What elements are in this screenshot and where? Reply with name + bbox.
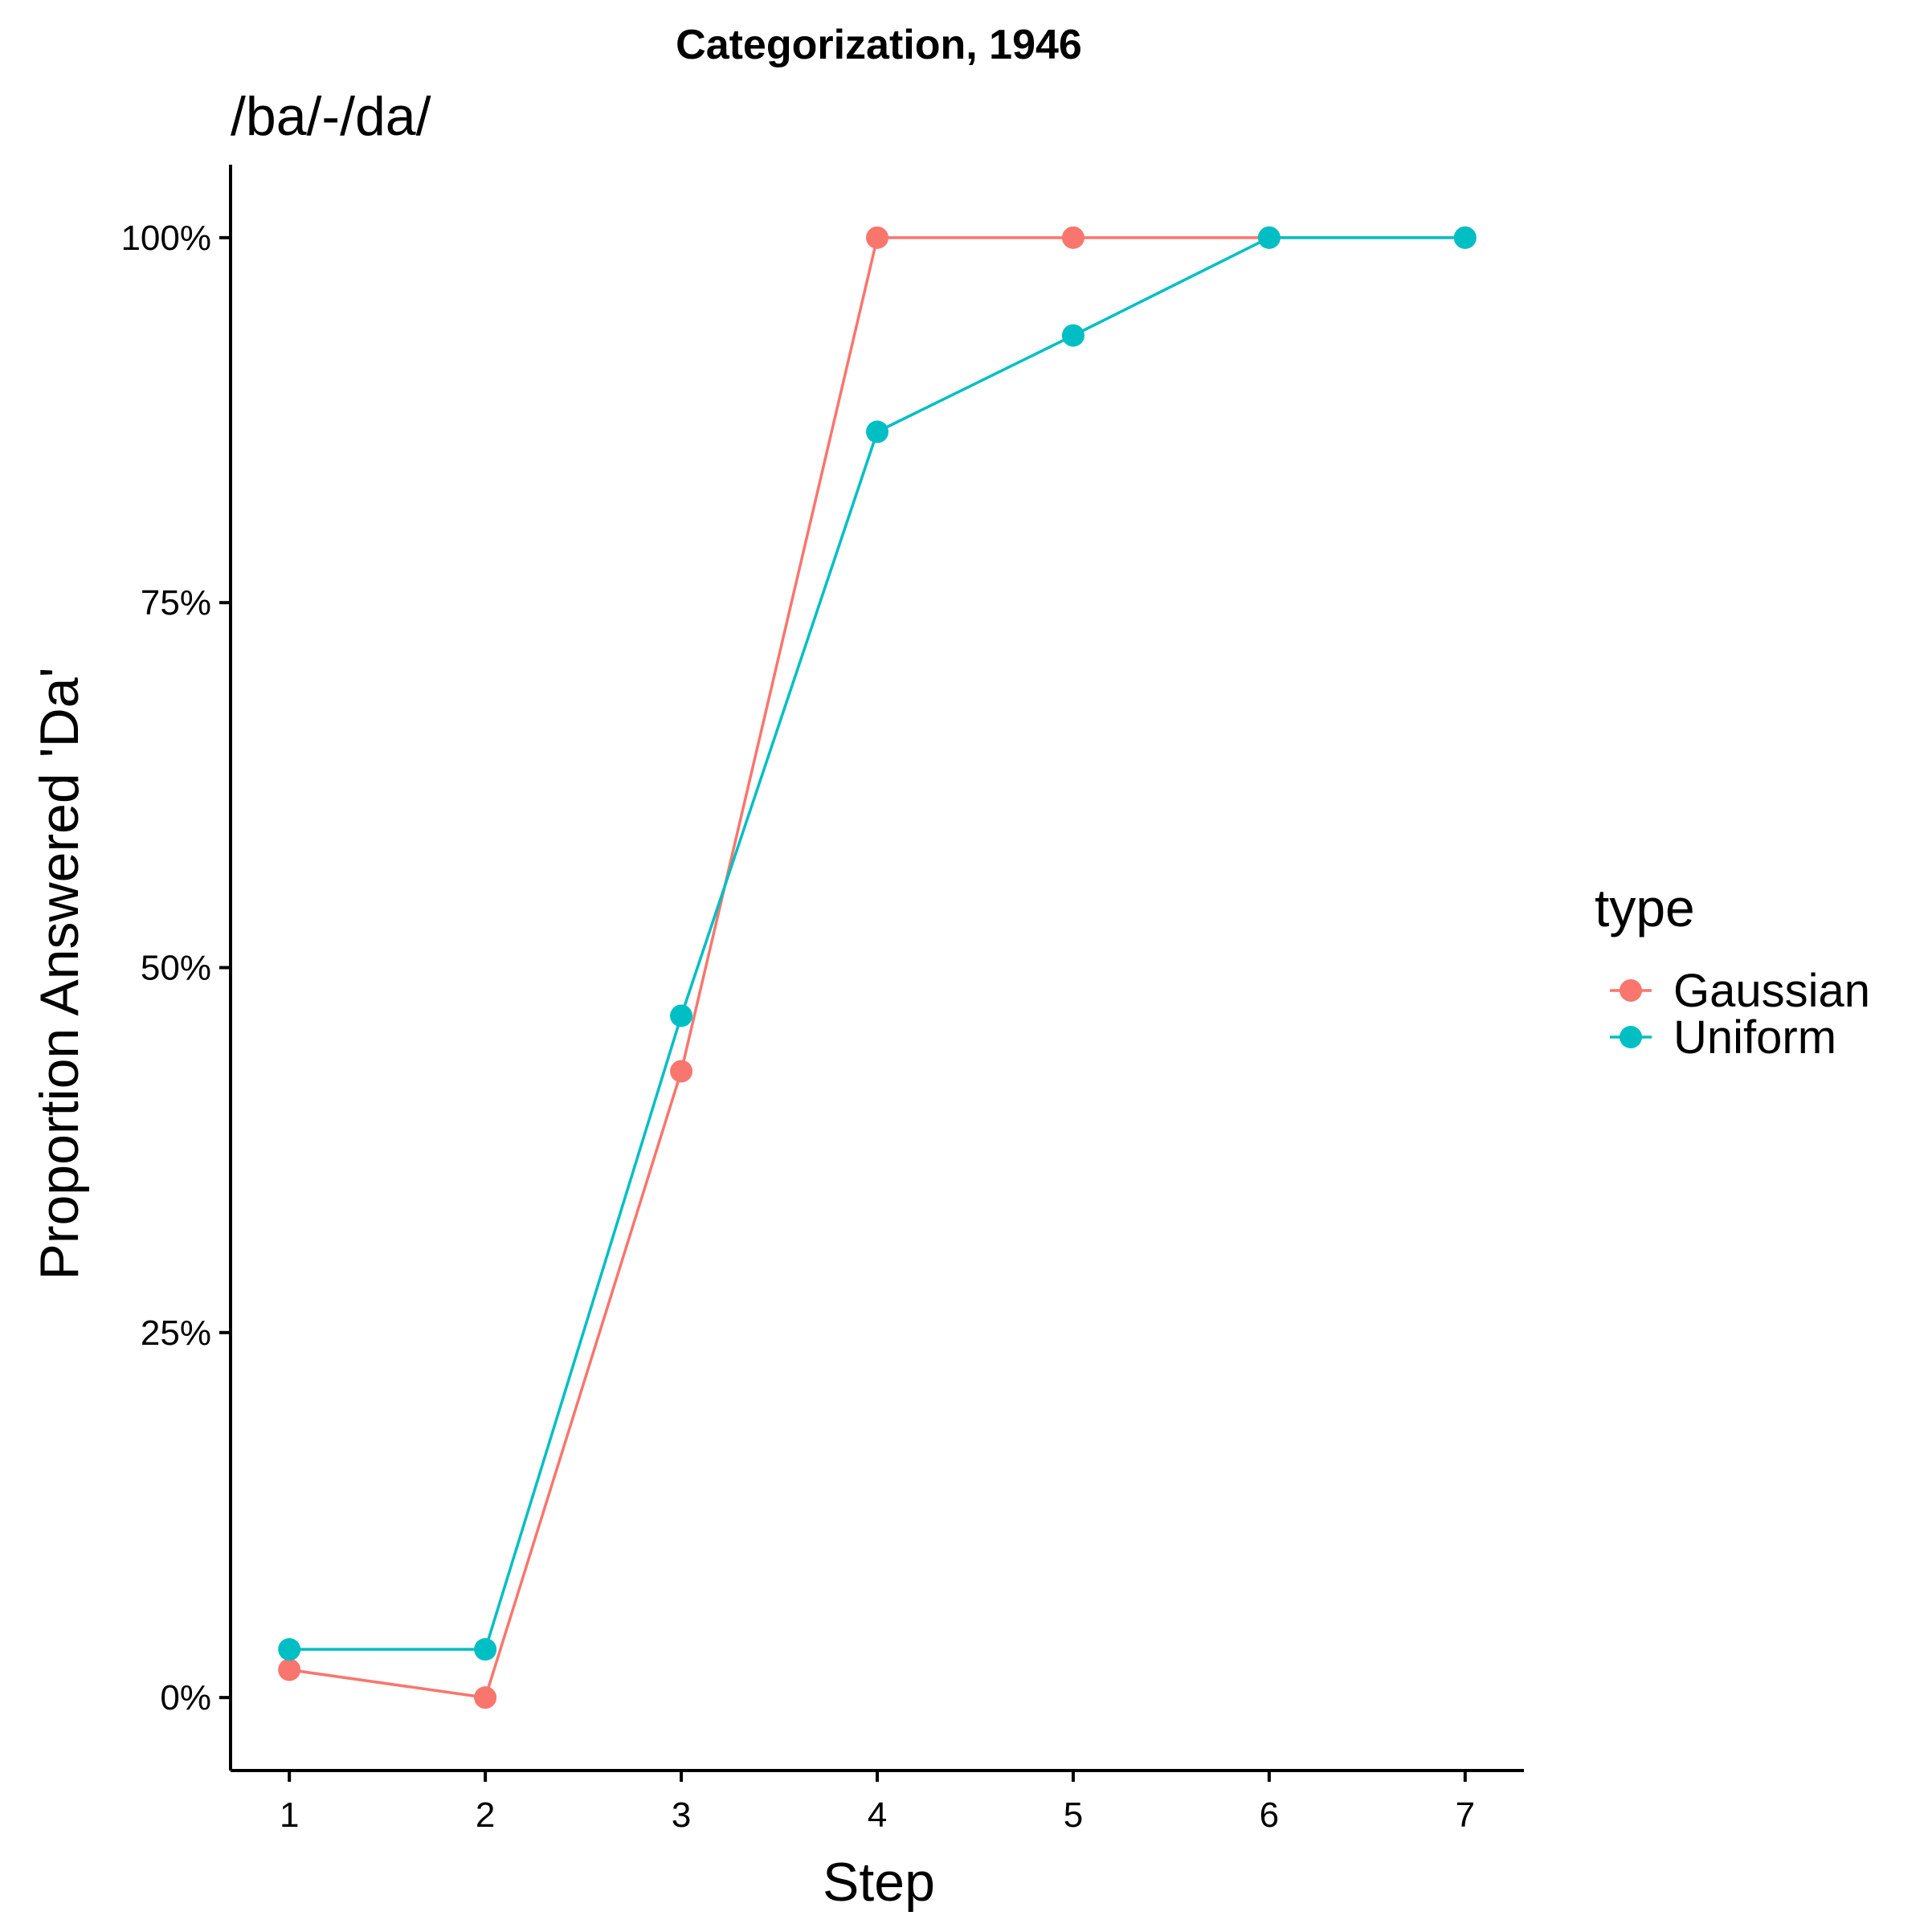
x-tick-label: 6 <box>1260 1795 1279 1835</box>
x-ticks: 1 2 3 4 5 6 7 <box>280 1771 1475 1835</box>
x-axis-label: Step <box>823 1852 935 1913</box>
legend-key-point-uniform <box>1620 1026 1642 1048</box>
chart-title: Categorization, 1946 <box>676 22 1082 68</box>
series-line-gaussian <box>288 236 1465 1700</box>
plot-lines <box>288 236 1465 1700</box>
y-tick-label: 75% <box>141 583 211 623</box>
legend-label-gaussian: Gaussian <box>1673 965 1870 1017</box>
series-line-uniform <box>289 236 1465 1651</box>
legend-title: type <box>1595 878 1695 937</box>
data-point-gaussian <box>1061 226 1084 249</box>
y-tick-label: 0% <box>160 1678 211 1718</box>
y-tick-label: 50% <box>141 949 211 988</box>
y-tick-label: 100% <box>120 219 211 258</box>
data-point-gaussian <box>278 1658 301 1681</box>
data-point-gaussian <box>670 1060 693 1083</box>
x-tick-label: 7 <box>1456 1795 1475 1835</box>
x-tick-label: 5 <box>1064 1795 1083 1835</box>
data-point-uniform <box>670 1004 693 1027</box>
legend-key-point-gaussian <box>1620 979 1642 1002</box>
y-tick-label: 25% <box>141 1313 211 1353</box>
data-point-uniform <box>1453 226 1477 249</box>
data-point-uniform <box>278 1638 301 1661</box>
y-axis-label: Proportion Answered 'Da' <box>29 667 90 1280</box>
y-ticks: 0% 25% 50% 75% 100% <box>120 219 231 1718</box>
data-point-uniform <box>474 1638 497 1661</box>
data-point-gaussian <box>474 1686 497 1709</box>
data-point-uniform <box>1257 226 1281 249</box>
x-tick-label: 4 <box>868 1795 887 1835</box>
plot-points <box>278 226 1477 1709</box>
data-point-uniform <box>866 420 888 443</box>
legend-label-uniform: Uniform <box>1673 1011 1836 1064</box>
x-tick-label: 2 <box>476 1795 495 1835</box>
data-point-gaussian <box>866 226 888 249</box>
chart-subtitle: /ba/-/da/ <box>231 86 431 147</box>
x-tick-label: 1 <box>280 1795 299 1835</box>
data-point-uniform <box>1061 324 1084 347</box>
x-tick-label: 3 <box>672 1795 691 1835</box>
